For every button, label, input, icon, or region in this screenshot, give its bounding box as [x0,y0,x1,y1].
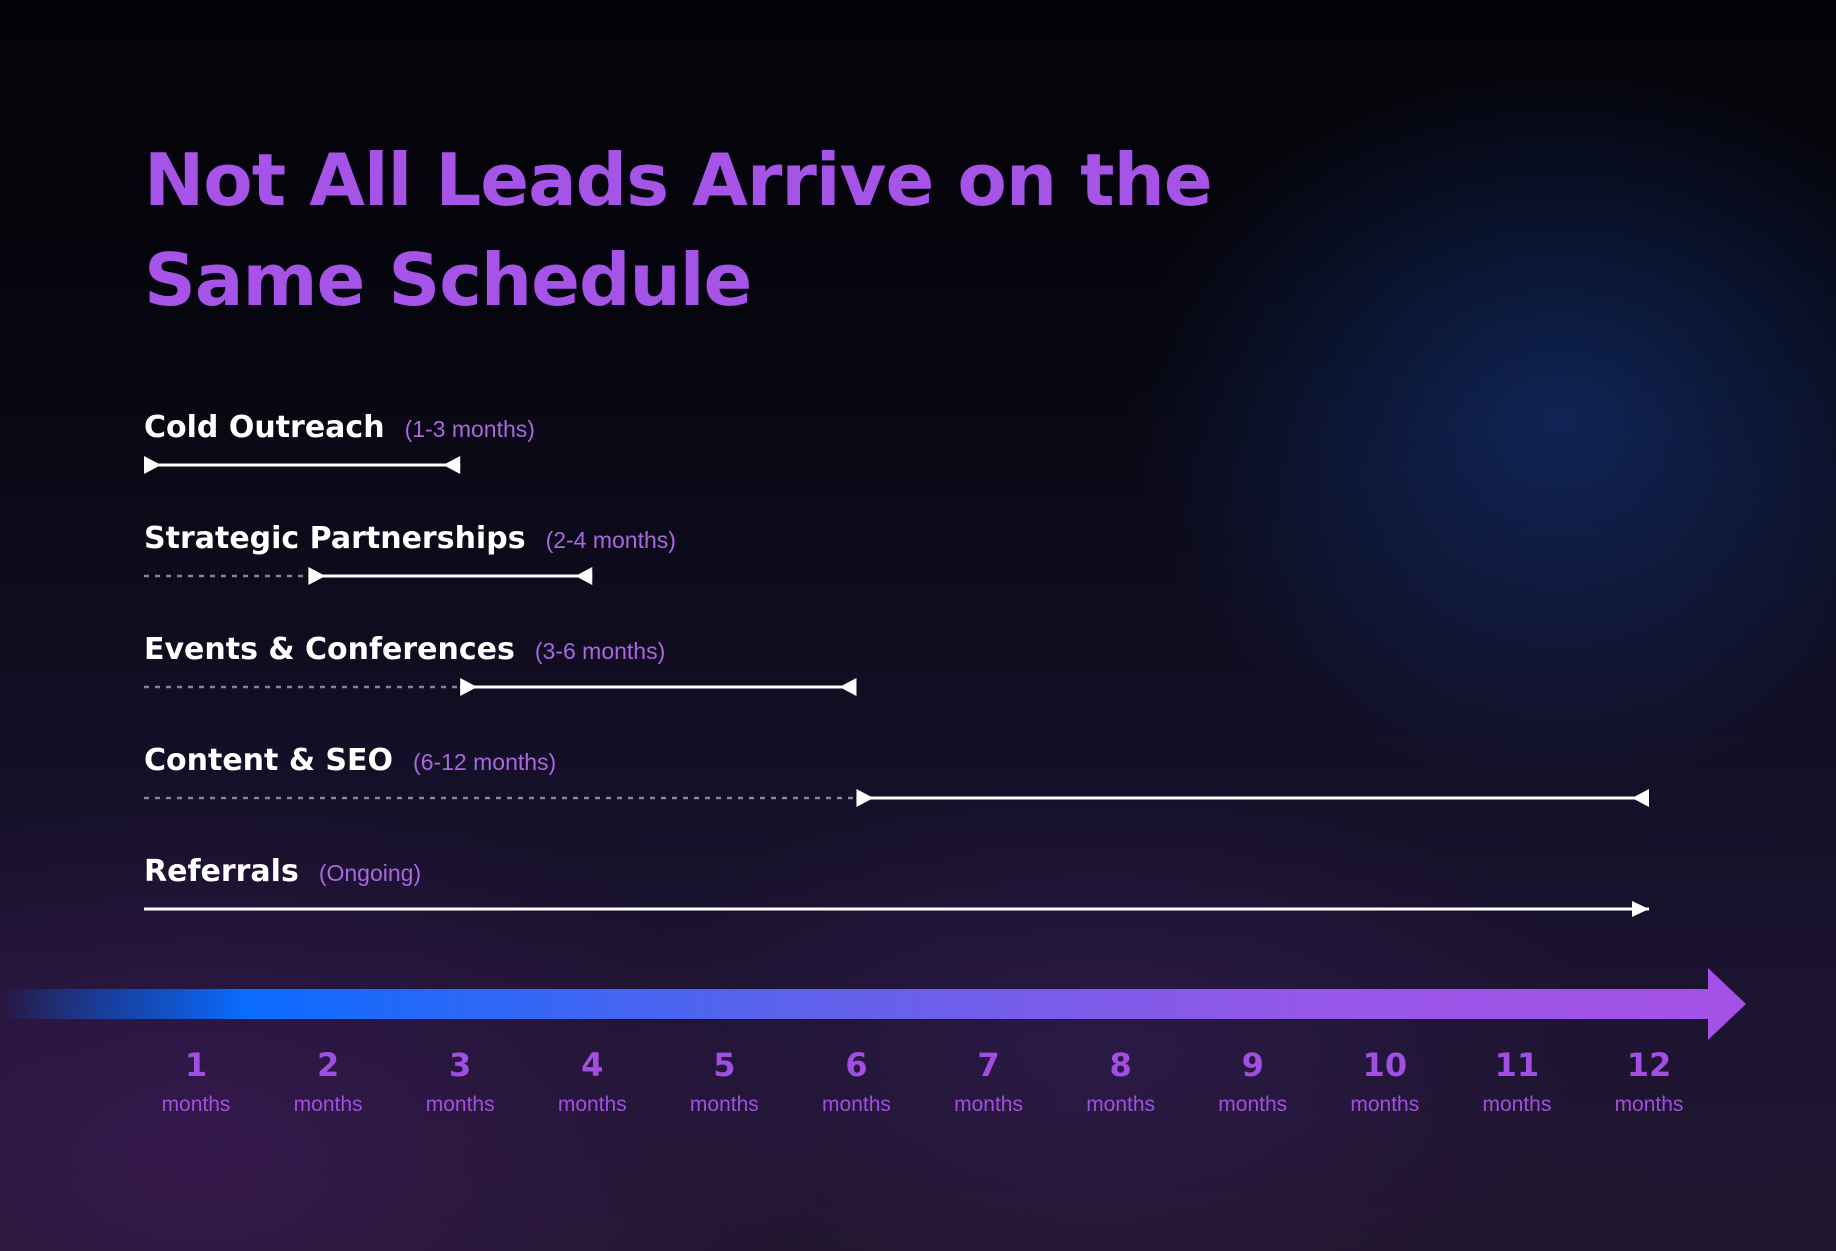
tick-number: 4 [581,1046,603,1084]
tick-number: 5 [713,1046,735,1084]
axis-arrowhead [1708,968,1746,1040]
row-label-strategic-partnerships: Strategic Partnerships (2-4 months) [144,521,676,556]
row-range: (3-6 months) [534,638,666,664]
row-range: (Ongoing) [318,860,422,886]
page-title: Not All Leads Arrive on the Same Schedul… [144,138,1213,322]
tick-unit: months [426,1093,495,1116]
tick-number: 10 [1363,1046,1408,1084]
timeline-bars [144,456,1649,917]
row-name: Referrals [144,854,299,889]
tick-unit: months [954,1093,1023,1116]
timeline-bar [144,789,1649,807]
tick-number: 11 [1495,1046,1540,1084]
tick-unit: months [1218,1093,1287,1116]
range-end-marker [839,678,857,696]
tick-number: 7 [977,1046,999,1084]
tick-unit: months [162,1093,231,1116]
tick-number: 12 [1627,1046,1672,1084]
row-label-content-seo: Content & SEO (6-12 months) [144,743,556,778]
row-name: Strategic Partnerships [144,521,526,556]
tick-number: 1 [185,1046,207,1084]
range-start-marker [308,567,326,585]
range-end-arrow [1632,901,1649,917]
axis-ticks: 1 months 2 months 3 months 4 months 5 months 6 mont… [162,1046,1684,1116]
tick-unit: months [1350,1093,1419,1116]
range-end-marker [443,456,461,474]
tick-unit: months [1086,1093,1155,1116]
row-name: Cold Outreach [144,410,385,445]
tick-unit: months [558,1093,627,1116]
range-start-marker [144,456,161,474]
tick-number: 2 [317,1046,339,1084]
tick-number: 9 [1242,1046,1264,1084]
row-label-events-conferences: Events & Conferences (3-6 months) [144,632,665,667]
timeline-bar [144,901,1649,917]
row-range: (6-12 months) [413,749,557,775]
range-end-marker [1632,789,1649,807]
tick-unit: months [1482,1093,1551,1116]
range-end-marker [575,567,593,585]
range-start-marker [856,789,874,807]
axis-bar [0,989,1712,1019]
row-label-referrals: Referrals (Ongoing) [144,854,421,889]
row-range: (2-4 months) [545,527,676,553]
tick-number: 8 [1110,1046,1132,1084]
tick-unit: months [822,1093,891,1116]
timeline-bar [144,456,461,474]
row-range: (1-3 months) [404,416,535,442]
tick-number: 3 [449,1046,471,1084]
tick-unit: months [294,1093,363,1116]
row-label-cold-outreach: Cold Outreach (1-3 months) [144,410,535,445]
row-name: Content & SEO [144,743,394,778]
tick-number: 6 [845,1046,867,1084]
tick-unit: months [1615,1093,1684,1116]
tick-unit: months [690,1093,759,1116]
timeline-bar [144,678,857,696]
range-start-marker [460,678,478,696]
row-name: Events & Conferences [144,632,515,667]
timeline-bar [144,567,593,585]
